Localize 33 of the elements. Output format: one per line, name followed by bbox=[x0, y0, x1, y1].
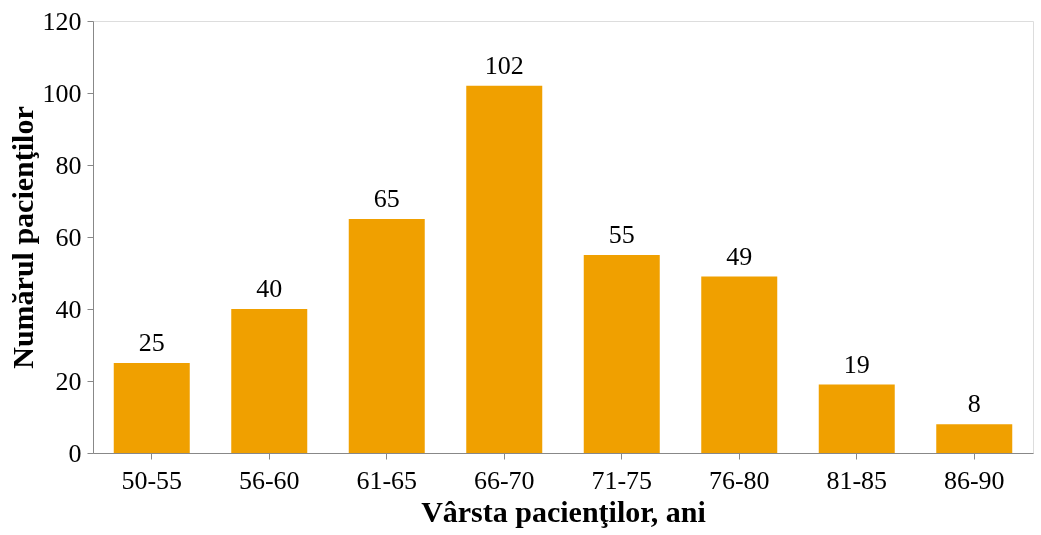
data-label: 55 bbox=[608, 220, 635, 249]
bar bbox=[348, 219, 425, 453]
y-tick-label: 20 bbox=[55, 366, 82, 396]
x-tick-label: 76-80 bbox=[708, 465, 770, 495]
data-label: 65 bbox=[373, 184, 400, 213]
x-tick-label: 61-65 bbox=[356, 465, 418, 495]
y-tick-label: 80 bbox=[55, 150, 82, 180]
y-tick-label: 40 bbox=[55, 294, 82, 324]
x-tick-label: 66-70 bbox=[473, 465, 535, 495]
y-tick-label: 120 bbox=[42, 6, 82, 36]
data-label: 40 bbox=[256, 274, 283, 303]
bar bbox=[818, 384, 895, 453]
data-label: 25 bbox=[138, 328, 165, 357]
y-tick-label: 60 bbox=[55, 222, 82, 252]
y-tick-label: 100 bbox=[42, 78, 82, 108]
x-tick-label: 56-60 bbox=[238, 465, 300, 495]
bar bbox=[466, 85, 543, 453]
x-tick-label: 50-55 bbox=[121, 465, 183, 495]
data-label: 19 bbox=[843, 349, 870, 379]
bar bbox=[701, 276, 778, 453]
y-axis-title: Numărul pacienţilor bbox=[5, 106, 39, 369]
bar bbox=[583, 255, 660, 453]
bar bbox=[231, 309, 308, 453]
data-label: 8 bbox=[967, 389, 981, 419]
x-tick-label: 81-85 bbox=[826, 465, 888, 495]
x-tick-label: 71-75 bbox=[591, 465, 653, 495]
bar bbox=[113, 363, 190, 453]
bar bbox=[936, 424, 1013, 453]
data-label: 102 bbox=[484, 50, 524, 80]
x-axis-title: Vârsta pacienţilor, ani bbox=[421, 494, 706, 528]
data-label: 49 bbox=[726, 241, 753, 271]
x-tick-label: 86-90 bbox=[943, 465, 1005, 495]
y-tick-label: 0 bbox=[68, 438, 82, 468]
